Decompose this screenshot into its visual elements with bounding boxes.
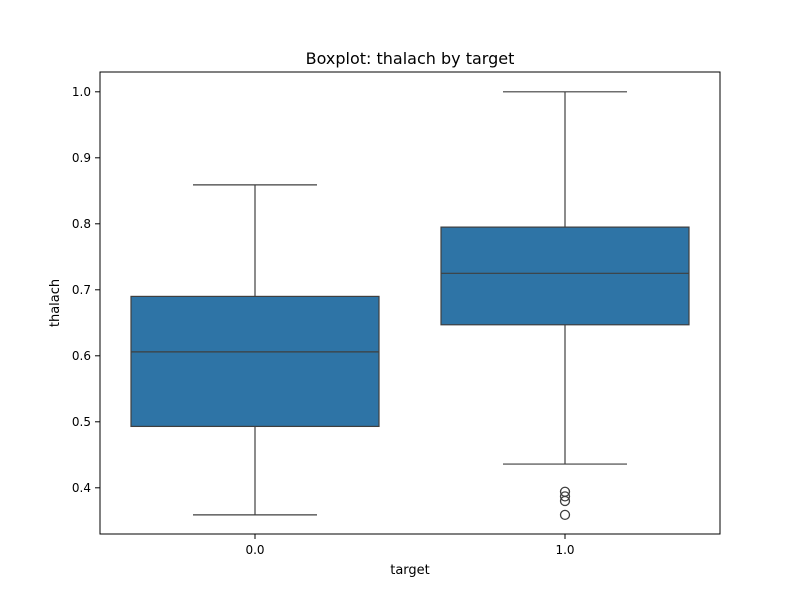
y-tick-label-2: 0.6 [72, 349, 91, 363]
y-tick-label-1: 0.5 [72, 415, 91, 429]
x-tick-label-0: 0.0 [245, 543, 264, 557]
box-0 [130, 295, 380, 428]
y-tick-label-3: 0.7 [72, 283, 91, 297]
chart-title: Boxplot: thalach by target [306, 49, 515, 68]
y-tick-label-0: 0.4 [72, 481, 91, 495]
y-tick-label-4: 0.8 [72, 217, 91, 231]
x-axis-label: target [390, 563, 430, 578]
y-axis-label: thalach [48, 279, 63, 327]
outlier-1-3 [559, 509, 571, 521]
outlier-1-2 [559, 495, 571, 507]
box-1 [440, 226, 690, 326]
outlier-1-1 [559, 491, 571, 502]
plot-area [130, 91, 690, 521]
y-tick-label-6: 1.0 [72, 85, 91, 99]
y-tick-label-5: 0.9 [72, 151, 91, 165]
x-tick-label-1: 1.0 [555, 543, 574, 557]
plot-frame [99, 71, 721, 535]
